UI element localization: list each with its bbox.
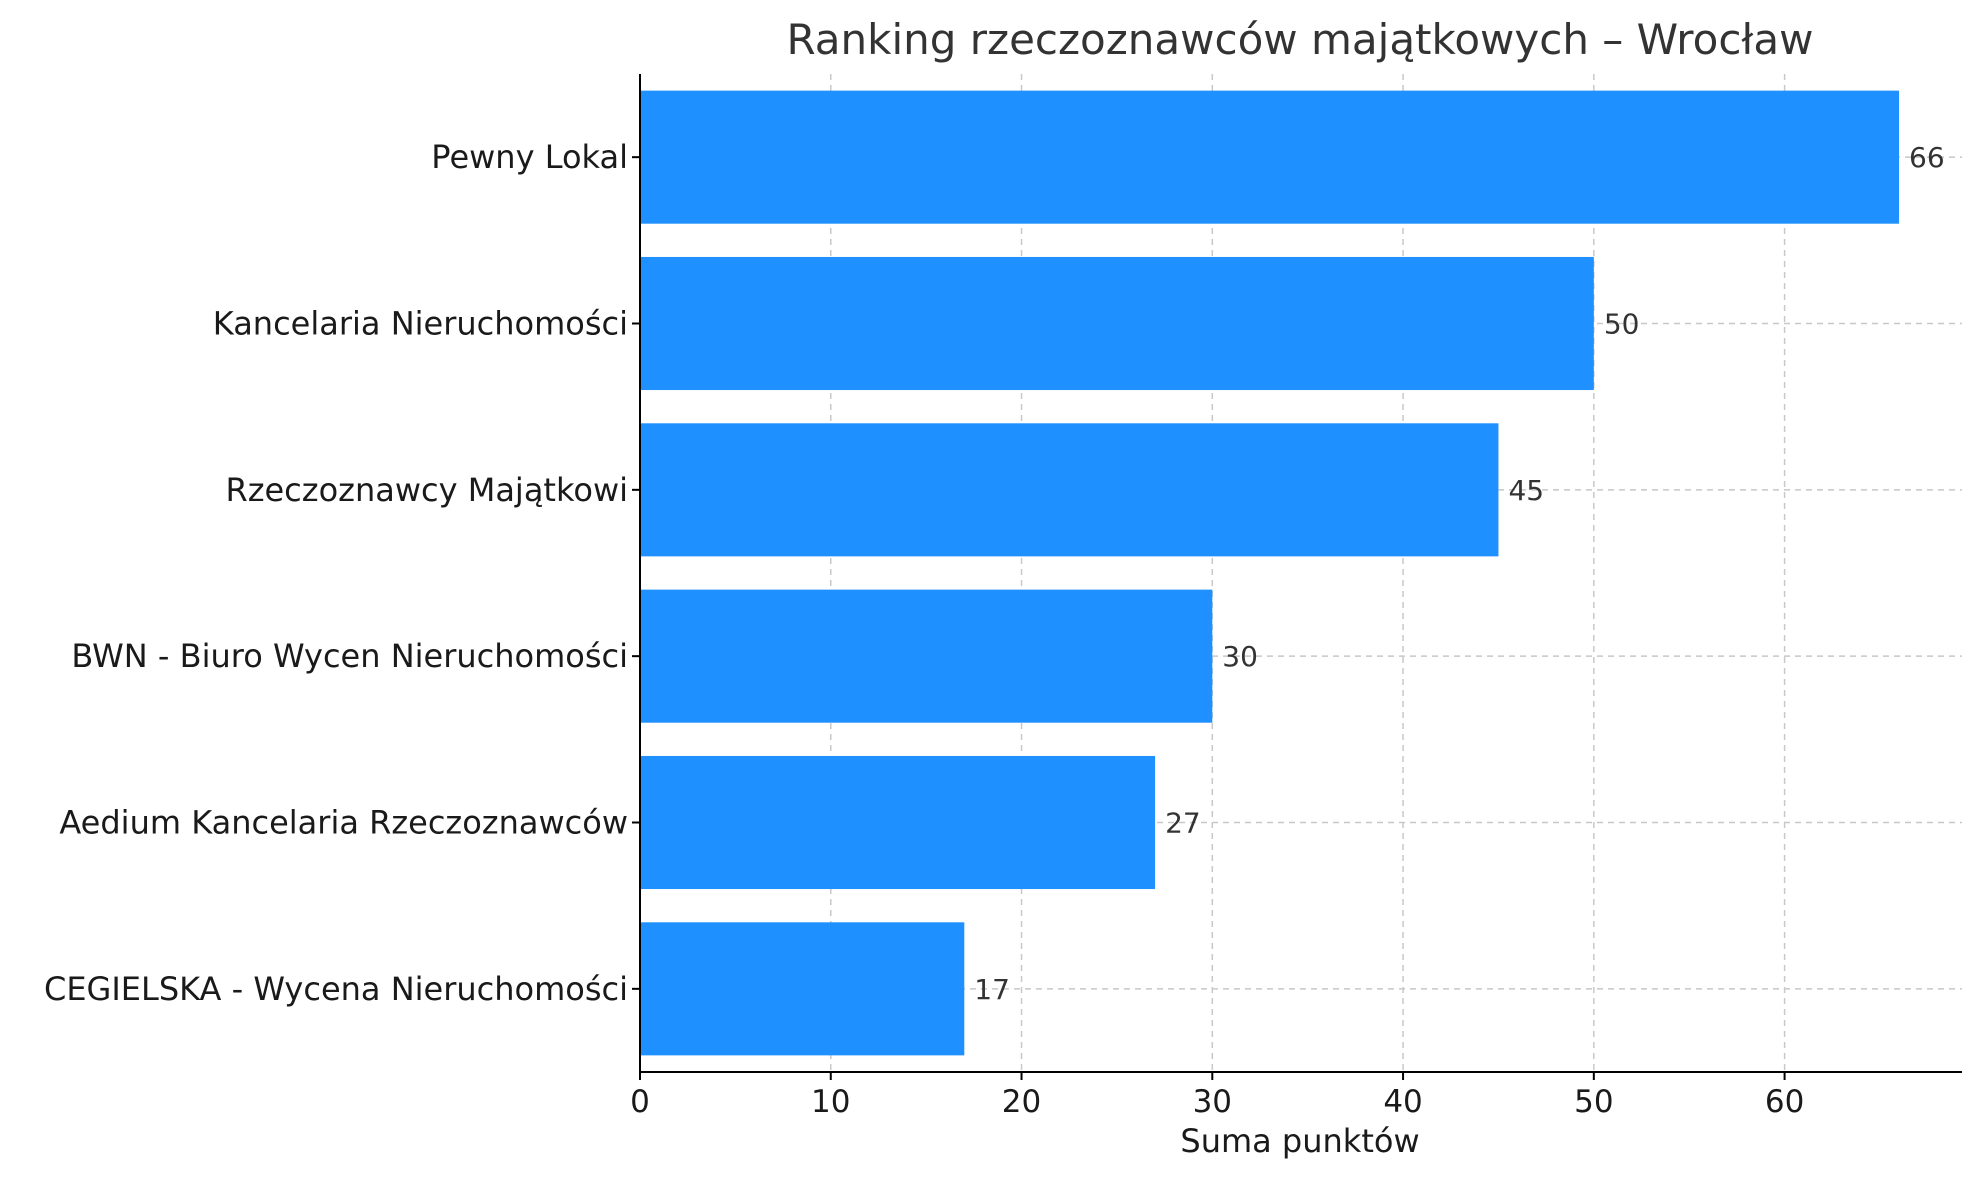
bar — [640, 589, 1213, 723]
axes — [632, 74, 1962, 1080]
bar — [640, 90, 1900, 224]
x-tick-label: 60 — [1765, 1084, 1804, 1120]
bar — [640, 256, 1594, 391]
data-label: 30 — [1222, 640, 1258, 673]
x-tick-label: 50 — [1574, 1084, 1613, 1120]
bars — [640, 90, 1900, 1056]
x-tick-label: 10 — [811, 1084, 850, 1120]
category-label: Kancelaria Nieruchomości — [213, 305, 628, 343]
data-label: 45 — [1508, 474, 1544, 507]
x-tick-label: 20 — [1002, 1084, 1041, 1120]
x-tick-label: 0 — [630, 1084, 650, 1120]
data-label: 50 — [1604, 308, 1640, 341]
category-label: BWN - Biuro Wycen Nieruchomości — [71, 637, 628, 675]
data-label: 17 — [974, 973, 1010, 1006]
x-tick-label: 30 — [1193, 1084, 1232, 1120]
data-label: 27 — [1165, 807, 1201, 840]
category-label: Rzeczoznawcy Majątkowi — [225, 471, 628, 509]
bar — [640, 423, 1499, 557]
labels: Pewny Lokal 66 Kancelaria Nieruchomości 50 R… — [44, 138, 1945, 1120]
category-label: Pewny Lokal — [431, 138, 628, 176]
bar — [640, 922, 965, 1056]
data-label: 66 — [1909, 141, 1945, 174]
bar — [640, 755, 1156, 890]
chart-title: Ranking rzeczoznawców majątkowych – Wroc… — [787, 15, 1814, 64]
x-axis-title: Suma punktów — [1180, 1122, 1419, 1160]
x-tick-label: 40 — [1383, 1084, 1422, 1120]
category-label: CEGIELSKA - Wycena Nieruchomości — [44, 970, 628, 1008]
category-label: Aedium Kancelaria Rzeczoznawców — [59, 804, 628, 842]
